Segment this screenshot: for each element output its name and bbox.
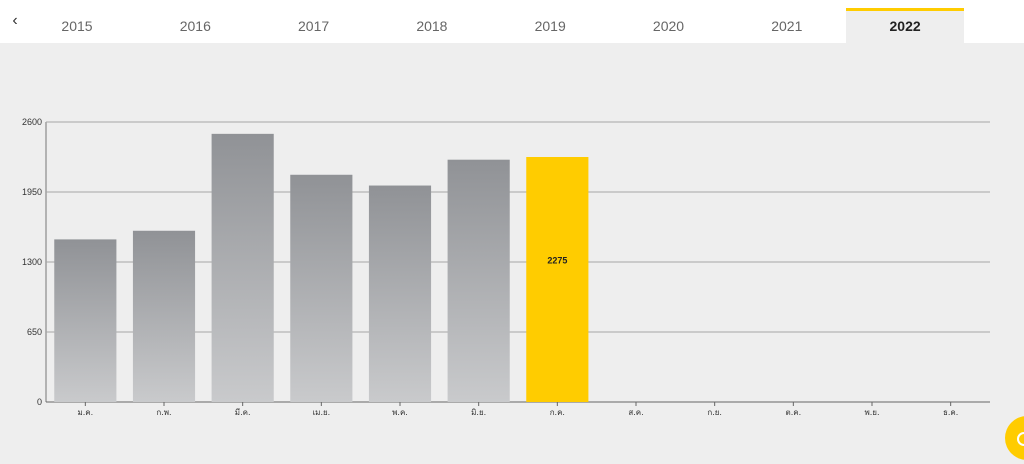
y-tick-label: 0 xyxy=(37,397,42,407)
tab-2021[interactable]: 2021 xyxy=(771,18,803,34)
bar-5[interactable] xyxy=(368,185,432,402)
x-tick-label: ม.ค. xyxy=(77,408,93,417)
x-tick-label: ก.ค. xyxy=(550,408,565,417)
x-tick-label: ธ.ค. xyxy=(943,408,958,417)
y-tick-label: 650 xyxy=(27,327,42,337)
y-tick-label: 2600 xyxy=(22,117,42,127)
x-tick-label: มิ.ย. xyxy=(471,408,486,417)
bar-value-label: 2275 xyxy=(547,256,567,266)
bar-2[interactable] xyxy=(132,230,196,402)
back-arrow-icon[interactable]: ‹ xyxy=(12,12,18,29)
y-tick-label: 1950 xyxy=(22,187,42,197)
tab-2019[interactable]: 2019 xyxy=(534,18,566,34)
x-tick-label: เม.ย. xyxy=(312,408,330,417)
chat-button[interactable] xyxy=(1005,416,1024,460)
x-tick-label: ก.พ. xyxy=(156,408,171,417)
x-tick-label: ต.ค. xyxy=(786,408,802,417)
tab-2022[interactable]: 2022 xyxy=(846,8,965,43)
tab-2020[interactable]: 2020 xyxy=(652,18,685,34)
bar-4[interactable] xyxy=(290,174,353,402)
x-tick-label: พ.ค. xyxy=(392,408,408,417)
x-tick-label: ส.ค. xyxy=(628,408,643,417)
year-tab-bar: ‹ 2015 2016 2017 2018 2019 2020 2021 2022 xyxy=(0,0,1024,43)
bar-1[interactable] xyxy=(54,239,117,402)
x-tick-label: มี.ค. xyxy=(235,408,251,417)
tab-2018[interactable]: 2018 xyxy=(416,18,448,34)
bar-3[interactable] xyxy=(211,133,274,402)
x-tick-label: พ.ย. xyxy=(864,408,879,417)
bar-7[interactable] xyxy=(526,157,589,402)
y-tick-label: 1300 xyxy=(22,257,42,267)
chat-icon xyxy=(1017,432,1024,446)
tab-2017[interactable]: 2017 xyxy=(298,18,330,34)
tab-2016[interactable]: 2016 xyxy=(179,18,211,34)
x-tick-label: ก.ย. xyxy=(707,408,722,417)
bar-6[interactable] xyxy=(447,159,510,402)
tab-2015[interactable]: 2015 xyxy=(61,18,93,34)
